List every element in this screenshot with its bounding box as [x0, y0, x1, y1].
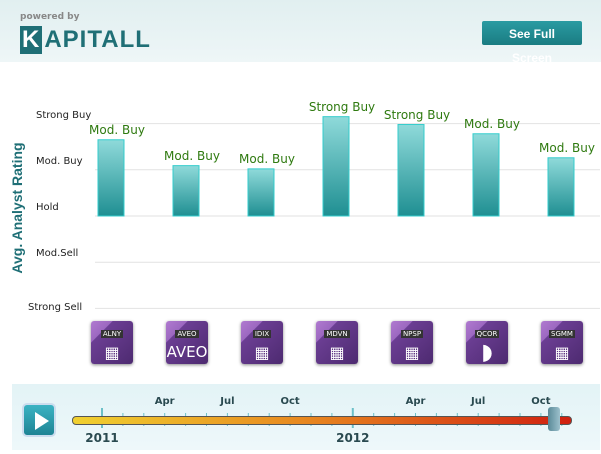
data-label: Mod. Buy [464, 116, 520, 131]
y-tick-label: Mod.Sell [36, 248, 79, 260]
building-icon: ▦ [329, 343, 345, 362]
month-label: Apr [154, 396, 175, 407]
y-tick-label: Mod. Buy [36, 155, 83, 167]
building-icon: ▦ [254, 343, 270, 362]
header: powered by K APITALL See Full Screen [0, 0, 601, 65]
bar-npsp[interactable] [397, 124, 425, 217]
powered-by: powered by [20, 12, 80, 22]
ticker-label: AVEO [175, 330, 199, 338]
stock-icon-mdvn[interactable]: MDVN ▦ [316, 321, 358, 364]
year-label: 2011 [85, 431, 119, 445]
ticker-label: ALNY [100, 330, 124, 338]
bar-alny[interactable] [97, 139, 125, 217]
timeline-track[interactable] [72, 416, 572, 425]
bar-sgmm[interactable] [547, 157, 575, 217]
month-label: Oct [280, 396, 300, 407]
data-label: Mod. Buy [239, 151, 295, 166]
stock-icon-sgmm[interactable]: SGMM ▦ [541, 321, 583, 364]
y-tick-label: Strong Buy [36, 109, 92, 121]
bar-idix[interactable] [247, 168, 275, 217]
play-button[interactable] [22, 403, 56, 437]
bar-qcor[interactable] [472, 133, 500, 217]
stock-icon-npsp[interactable]: NPSP ▦ [391, 321, 433, 364]
data-label: Mod. Buy [539, 140, 595, 155]
month-label: Jul [220, 396, 235, 407]
chart [95, 116, 600, 309]
month-label: Jul [471, 396, 486, 407]
month-label: Oct [531, 396, 551, 407]
ticker-label: SGMM [549, 330, 575, 338]
stock-icon-alny[interactable]: ALNY ▦ [91, 321, 133, 364]
ticker-label: QCOR [474, 330, 500, 338]
see-full-screen-button[interactable]: See Full Screen [482, 21, 582, 65]
building-icon: ▦ [554, 343, 570, 362]
y-tick-label: Hold [36, 202, 59, 213]
bar-aveo[interactable] [172, 165, 200, 217]
kapitall-logo: K APITALL [20, 26, 151, 54]
data-label: Strong Buy [308, 99, 376, 114]
building-icon: ▦ [104, 343, 120, 362]
month-label: Apr [405, 396, 426, 407]
ticker-label: NPSP [400, 330, 424, 338]
bar-mdvn[interactable] [322, 116, 350, 217]
aveo-logo: AVEO [166, 343, 208, 361]
y-tick-label: Strong Sell [28, 302, 83, 314]
year-label: 2012 [336, 431, 370, 445]
ticker-label: IDIX [252, 330, 272, 338]
building-icon: ▦ [404, 343, 420, 362]
stock-icon-idix[interactable]: IDIX ▦ [241, 321, 283, 364]
data-label: Strong Buy [383, 107, 451, 122]
stock-icon-qcor[interactable]: QCOR ◗ [466, 321, 508, 365]
qcor-logo-icon: ◗ [481, 340, 493, 365]
stock-icon-aveo[interactable]: AVEO AVEO [166, 321, 208, 364]
data-label: Mod. Buy [164, 148, 220, 163]
data-label: Mod. Buy [89, 122, 145, 137]
ticker-label: MDVN [324, 330, 350, 338]
timeline-slider-thumb[interactable] [548, 407, 561, 431]
